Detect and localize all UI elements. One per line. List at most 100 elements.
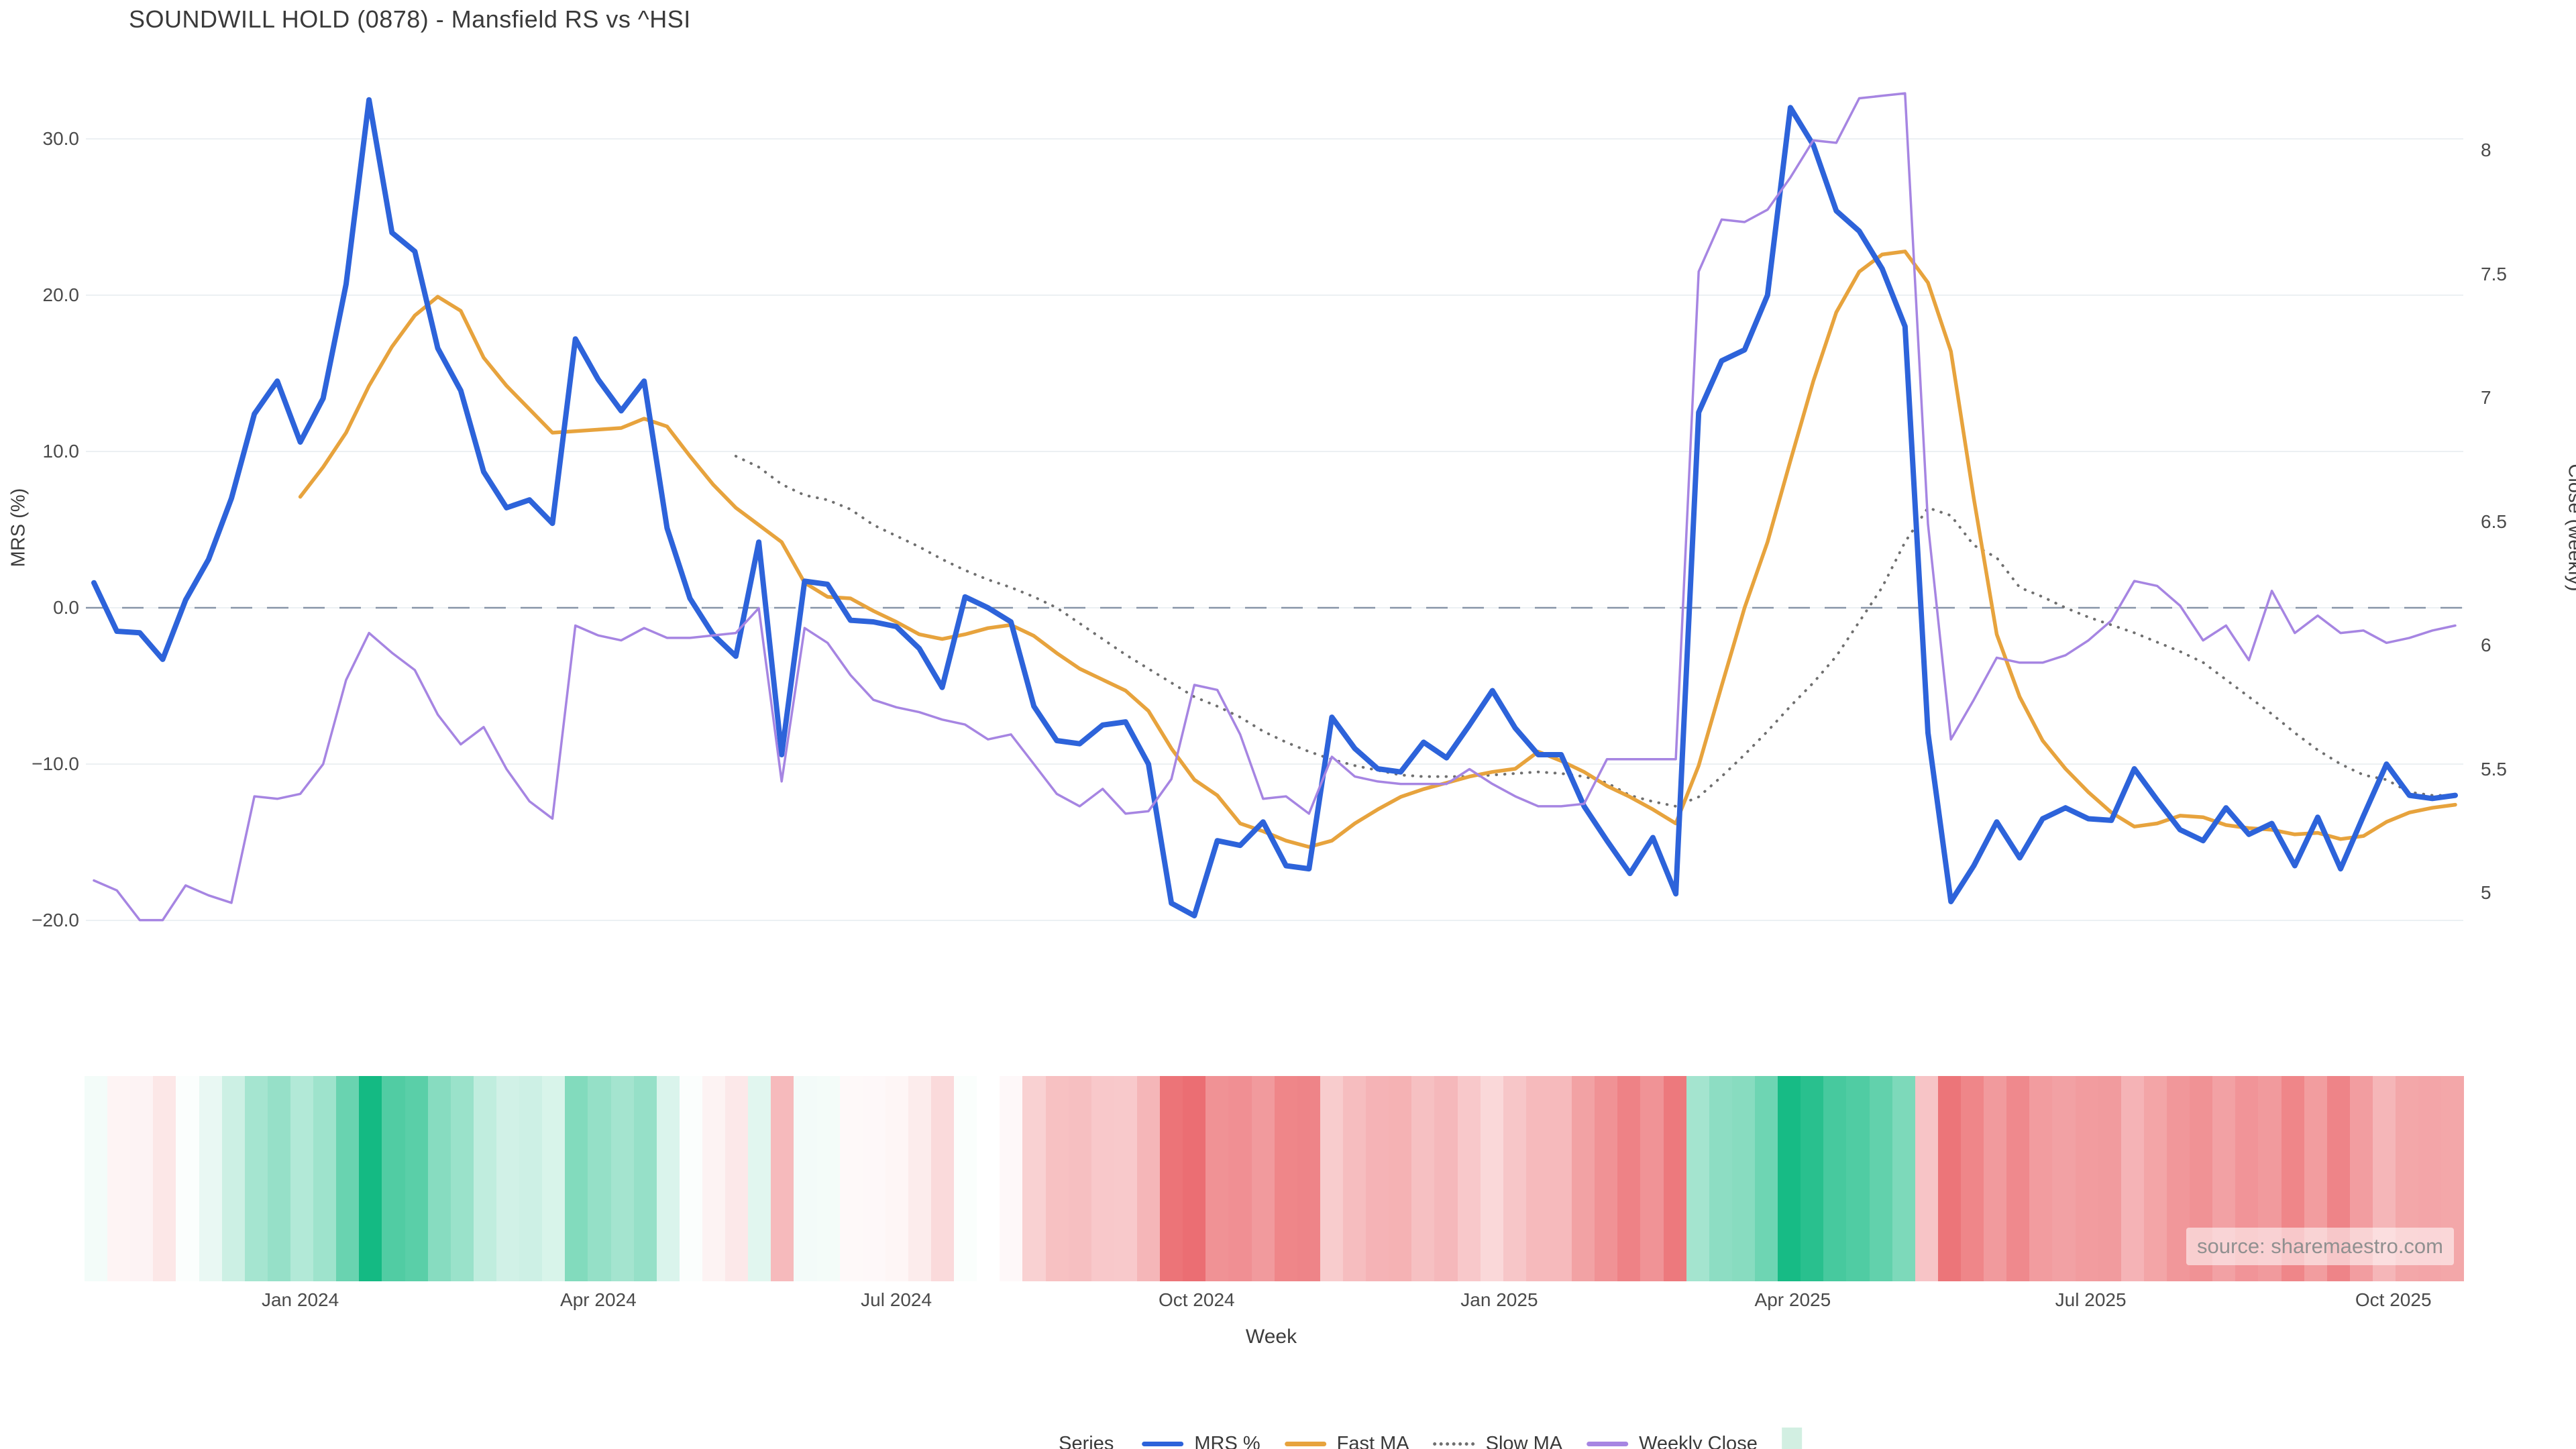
x-tick-label: Oct 2024 xyxy=(1158,1289,1235,1310)
heatmap-cell xyxy=(1731,1076,1755,1281)
x-tick-label: Jan 2024 xyxy=(261,1289,339,1310)
legend-line-swatch xyxy=(1587,1441,1629,1446)
series-weekly-close xyxy=(93,92,2457,922)
heatmap-cell xyxy=(610,1076,634,1281)
heatmap-cell xyxy=(1228,1076,1252,1281)
heatmap-cell xyxy=(153,1076,176,1281)
legend: Series MRS % Fast MA Slow MA Weekly Close xyxy=(1059,1428,1802,1449)
heatmap-cell xyxy=(519,1076,543,1281)
heatmap-cell xyxy=(1000,1076,1023,1281)
heatmap-cell xyxy=(794,1076,817,1281)
right-tick-label: 6.5 xyxy=(2481,511,2507,532)
heatmap-cell xyxy=(1572,1076,1595,1281)
heatmap-cell xyxy=(1274,1076,1297,1281)
heatmap-cell xyxy=(725,1076,749,1281)
heatmap-cell xyxy=(1915,1076,1938,1281)
heatmap-cell xyxy=(679,1076,702,1281)
left-tick-label: 20.0 xyxy=(42,284,80,305)
left-tick-label: −20.0 xyxy=(32,910,79,930)
legend-item-label: MRS % xyxy=(1194,1432,1260,1449)
heatmap-cell xyxy=(1503,1076,1526,1281)
heatmap-cell xyxy=(221,1076,245,1281)
heatmap-cell xyxy=(1411,1076,1435,1281)
heatmap-cell xyxy=(1640,1076,1664,1281)
heatmap-cell xyxy=(702,1076,726,1281)
left-tick-label: 30.0 xyxy=(42,128,80,149)
heatmap-cell xyxy=(450,1076,474,1281)
heatmap-cell xyxy=(1480,1076,1503,1281)
heatmap-cell xyxy=(2121,1076,2144,1281)
heatmap-cell xyxy=(1937,1076,1961,1281)
heatmap-cell xyxy=(1366,1076,1389,1281)
heatmap-cell xyxy=(2029,1076,2053,1281)
heatmap-cell xyxy=(1663,1076,1686,1281)
heatmap-cell xyxy=(565,1076,588,1281)
heatmap-cell xyxy=(405,1076,428,1281)
heatmap-cell xyxy=(1709,1076,1732,1281)
x-tick-label: Oct 2025 xyxy=(2355,1289,2432,1310)
heatmap-cell xyxy=(542,1076,566,1281)
right-tick-label: 8 xyxy=(2481,140,2491,160)
x-tick-label: Apr 2025 xyxy=(1754,1289,1831,1310)
left-axis-title: MRS (%) xyxy=(7,488,30,568)
heatmap-cell xyxy=(1823,1076,1847,1281)
heatmap-cell xyxy=(1754,1076,1778,1281)
source-note: source: sharemaestro.com xyxy=(2186,1228,2454,1265)
heatmap-cell xyxy=(1846,1076,1870,1281)
legend-item-weekly-close: Weekly Close xyxy=(1587,1433,1758,1449)
heatmap-cell xyxy=(1160,1076,1183,1281)
heatmap-cell xyxy=(1251,1076,1275,1281)
legend-item-mrs-: MRS % xyxy=(1142,1433,1260,1449)
heatmap-cell xyxy=(427,1076,451,1281)
heatmap-cell xyxy=(359,1076,382,1281)
heatmap-cell xyxy=(2166,1076,2190,1281)
heatmap-cell xyxy=(1183,1076,1206,1281)
heatmap-cell xyxy=(1320,1076,1344,1281)
heatmap-cell xyxy=(1778,1076,1801,1281)
page-title: SOUNDWILL HOLD (0878) - Mansfield RS vs … xyxy=(129,5,691,33)
left-tick-label: 10.0 xyxy=(42,441,80,462)
heatmap-cell xyxy=(1205,1076,1229,1281)
heatmap-cell xyxy=(130,1076,154,1281)
heatmap-cell xyxy=(2006,1076,2030,1281)
legend-heatmap-swatch xyxy=(1781,1428,1802,1449)
right-tick-label: 7 xyxy=(2481,387,2491,408)
heatmap-cell xyxy=(1686,1076,1709,1281)
heatmap-cell xyxy=(267,1076,290,1281)
x-axis-title: Week xyxy=(1245,1326,1297,1348)
heatmap-cell xyxy=(1801,1076,1824,1281)
heatmap-cell xyxy=(1457,1076,1481,1281)
legend-item-label: Slow MA xyxy=(1485,1432,1563,1449)
heatmap-cell xyxy=(748,1076,771,1281)
right-tick-label: 7.5 xyxy=(2481,263,2507,284)
heatmap-cell xyxy=(1595,1076,1618,1281)
heatmap-cell xyxy=(2075,1076,2098,1281)
heatmap-cell xyxy=(1892,1076,1915,1281)
right-axis-title: Close (weekly) xyxy=(2564,464,2576,592)
heatmap-cell xyxy=(977,1076,1000,1281)
x-tick-label: Jul 2024 xyxy=(861,1289,932,1310)
heatmap-cell xyxy=(1984,1076,2007,1281)
heatmap-cell xyxy=(1114,1076,1138,1281)
legend-line-swatch xyxy=(1284,1441,1326,1446)
heatmap-cell xyxy=(771,1076,794,1281)
heatmap-cell xyxy=(908,1076,932,1281)
right-tick-label: 6 xyxy=(2481,635,2491,655)
heatmap-cell xyxy=(336,1076,360,1281)
heatmap-cell xyxy=(656,1076,680,1281)
heatmap-cell xyxy=(1960,1076,1984,1281)
series-mrs- xyxy=(91,97,2458,918)
series-fast-ma xyxy=(298,250,2457,849)
legend-item-label: Fast MA xyxy=(1336,1432,1409,1449)
x-tick-label: Jan 2025 xyxy=(1460,1289,1538,1310)
heatmap-cell xyxy=(2098,1076,2121,1281)
heatmap-cell xyxy=(2143,1076,2167,1281)
x-tick-label: Jul 2025 xyxy=(2055,1289,2127,1310)
left-tick-label: −10.0 xyxy=(32,753,79,774)
heatmap-cell xyxy=(496,1076,520,1281)
heatmap-cell xyxy=(1343,1076,1366,1281)
line-plot xyxy=(86,92,2463,922)
legend-item-fast-ma: Fast MA xyxy=(1284,1432,1409,1449)
heatmap-cell xyxy=(107,1076,131,1281)
heatmap-cell xyxy=(1022,1076,1046,1281)
